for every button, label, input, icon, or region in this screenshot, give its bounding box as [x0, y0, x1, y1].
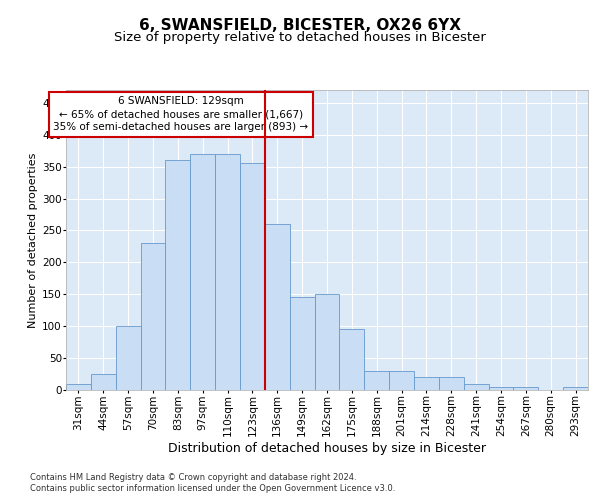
Bar — [240, 164, 265, 390]
Bar — [91, 374, 116, 390]
Text: 6 SWANSFIELD: 129sqm
← 65% of detached houses are smaller (1,667)
35% of semi-de: 6 SWANSFIELD: 129sqm ← 65% of detached h… — [53, 96, 308, 132]
Text: 6, SWANSFIELD, BICESTER, OX26 6YX: 6, SWANSFIELD, BICESTER, OX26 6YX — [139, 18, 461, 32]
Bar — [116, 326, 140, 390]
Bar — [439, 377, 464, 390]
Bar — [488, 387, 514, 390]
Bar — [166, 160, 190, 390]
Text: Contains public sector information licensed under the Open Government Licence v3: Contains public sector information licen… — [30, 484, 395, 493]
Bar — [340, 330, 364, 390]
X-axis label: Distribution of detached houses by size in Bicester: Distribution of detached houses by size … — [168, 442, 486, 455]
Bar — [314, 294, 340, 390]
Bar — [563, 387, 588, 390]
Bar — [215, 154, 240, 390]
Bar — [265, 224, 290, 390]
Text: Size of property relative to detached houses in Bicester: Size of property relative to detached ho… — [114, 31, 486, 44]
Bar — [514, 387, 538, 390]
Bar — [364, 371, 389, 390]
Text: Contains HM Land Registry data © Crown copyright and database right 2024.: Contains HM Land Registry data © Crown c… — [30, 472, 356, 482]
Bar — [140, 243, 166, 390]
Bar — [290, 298, 314, 390]
Bar — [389, 371, 414, 390]
Bar — [464, 384, 488, 390]
Bar — [414, 377, 439, 390]
Bar — [66, 384, 91, 390]
Bar — [190, 154, 215, 390]
Y-axis label: Number of detached properties: Number of detached properties — [28, 152, 38, 328]
